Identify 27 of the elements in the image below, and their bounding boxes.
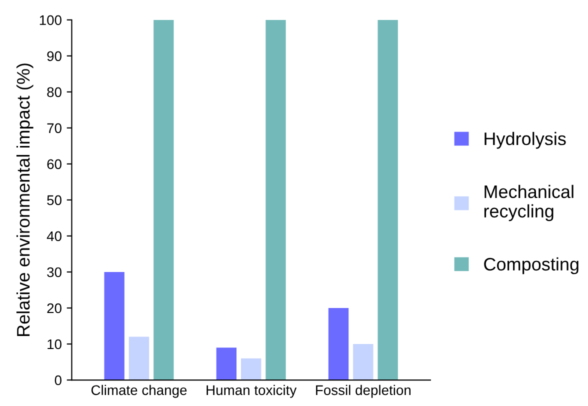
y-tick-label: 0 (54, 375, 62, 386)
x-tick-label: Climate change (91, 384, 187, 398)
y-tick-label: 80 (47, 87, 62, 98)
bar (216, 348, 237, 380)
bar (240, 358, 262, 380)
bar (128, 336, 150, 380)
y-tick-label: 40 (46, 231, 62, 242)
bar (378, 20, 398, 380)
bar (104, 272, 124, 380)
y-tick-label: 70 (47, 123, 62, 134)
legend-label: Composting (484, 257, 578, 274)
bar (266, 20, 286, 380)
legend-label: Mechanical recycling (484, 184, 574, 222)
y-axis-title: Relative environmental impact (%) (16, 64, 34, 336)
y-tick-label: 10 (48, 339, 62, 350)
x-tick-label: Fossil depletion (316, 384, 411, 398)
bar (353, 344, 374, 380)
y-tick-label: 100 (40, 15, 62, 26)
y-tick-label: 60 (47, 159, 62, 170)
bar (154, 20, 174, 380)
y-tick-label: 90 (47, 51, 62, 62)
y-tick-label: 20 (47, 303, 62, 314)
x-tick-label: Human toxicity (206, 384, 297, 398)
y-tick-label: 50 (47, 195, 62, 206)
legend-label: Hydrolysis (484, 132, 566, 149)
bar (328, 308, 349, 380)
y-tick-label: 30 (47, 267, 62, 278)
